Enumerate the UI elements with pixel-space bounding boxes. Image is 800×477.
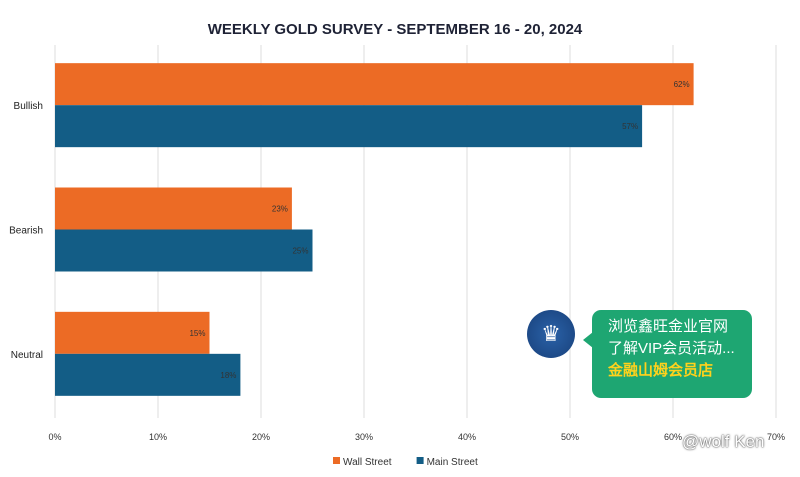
bar-main-street (55, 229, 313, 272)
legend-label: Wall Street (343, 457, 392, 468)
category-label: Bearish (9, 226, 43, 237)
legend-swatch (333, 457, 340, 464)
bar-wall-street (55, 63, 694, 106)
x-tick-label: 50% (561, 432, 579, 442)
bubble-line: 浏览鑫旺金业官网 (608, 318, 729, 335)
crown-icon: ♛ (527, 310, 575, 358)
data-label: 18% (220, 371, 236, 380)
bar-main-street (55, 105, 643, 148)
x-tick-label: 30% (355, 432, 373, 442)
watermark: @wolf Ken (682, 432, 765, 451)
x-tick-label: 60% (664, 432, 682, 442)
data-label: 23% (272, 205, 288, 214)
data-label: 15% (189, 329, 205, 338)
bar-wall-street (55, 311, 210, 354)
data-label: 25% (292, 247, 308, 256)
x-tick-label: 20% (252, 432, 270, 442)
bar-main-street (55, 353, 241, 396)
category-label: Bullish (14, 101, 43, 112)
x-tick-label: 40% (458, 432, 476, 442)
x-tick-label: 70% (767, 432, 785, 442)
legend-label: Main Street (427, 457, 478, 468)
bubble-highlight: 金融山姆会员店 (608, 362, 714, 379)
category-label: Neutral (11, 350, 43, 361)
x-tick-label: 0% (48, 432, 61, 442)
bubble-line: 了解VIP会员活动... (608, 340, 735, 357)
legend-swatch (416, 457, 424, 464)
chart-title: WEEKLY GOLD SURVEY - SEPTEMBER 16 - 20, … (208, 21, 583, 38)
promo-bubble[interactable]: 浏览鑫旺金业官网 了解VIP会员活动... 金融山姆会员店 (583, 310, 752, 398)
data-label: 57% (622, 122, 638, 131)
bar-wall-street (55, 187, 292, 230)
x-tick-label: 10% (149, 432, 167, 442)
data-label: 62% (674, 80, 690, 89)
